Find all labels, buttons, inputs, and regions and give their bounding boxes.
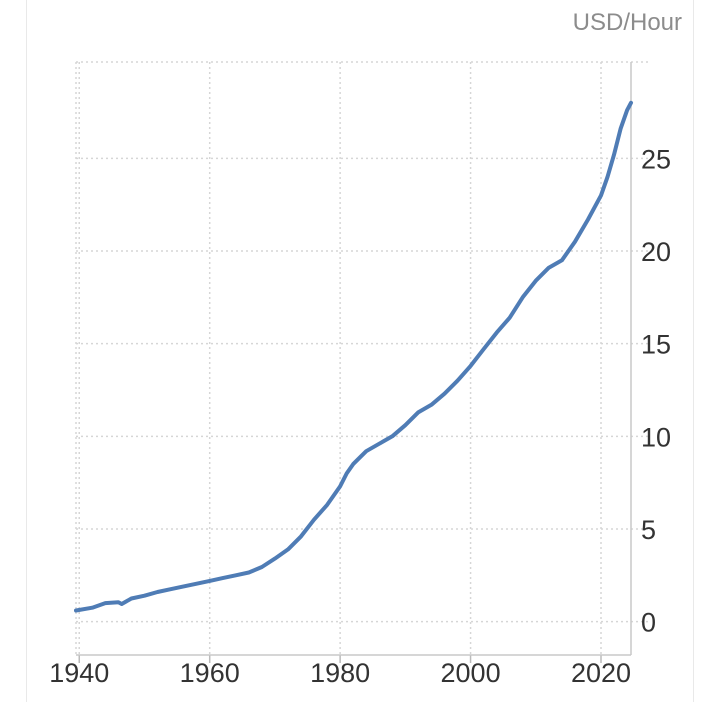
y-tick-label-15: 15 xyxy=(641,330,671,360)
series-layer xyxy=(74,100,633,613)
x-tick-label-1980: 1980 xyxy=(310,658,370,688)
x-tick-label-1940: 1940 xyxy=(49,658,109,688)
y-tick-label-20: 20 xyxy=(641,237,671,267)
y-tick-label-0: 0 xyxy=(641,608,656,638)
y-tick-label-25: 25 xyxy=(641,144,671,174)
x-tick-label-2020: 2020 xyxy=(571,658,631,688)
x-tick-label-2000: 2000 xyxy=(441,658,501,688)
x-tick-label-1960: 1960 xyxy=(180,658,240,688)
y-tick-label-5: 5 xyxy=(641,515,656,545)
axes xyxy=(76,62,632,663)
x-axis-ticks: 1940 1960 1980 2000 2020 xyxy=(49,658,631,688)
grid xyxy=(75,61,649,655)
unit-label: USD/Hour xyxy=(573,9,682,36)
series-line-0 xyxy=(74,100,633,613)
chart-frame xyxy=(26,0,694,702)
y-axis-ticks: 0 5 10 15 20 25 xyxy=(641,144,671,637)
y-tick-label-10: 10 xyxy=(641,422,671,452)
